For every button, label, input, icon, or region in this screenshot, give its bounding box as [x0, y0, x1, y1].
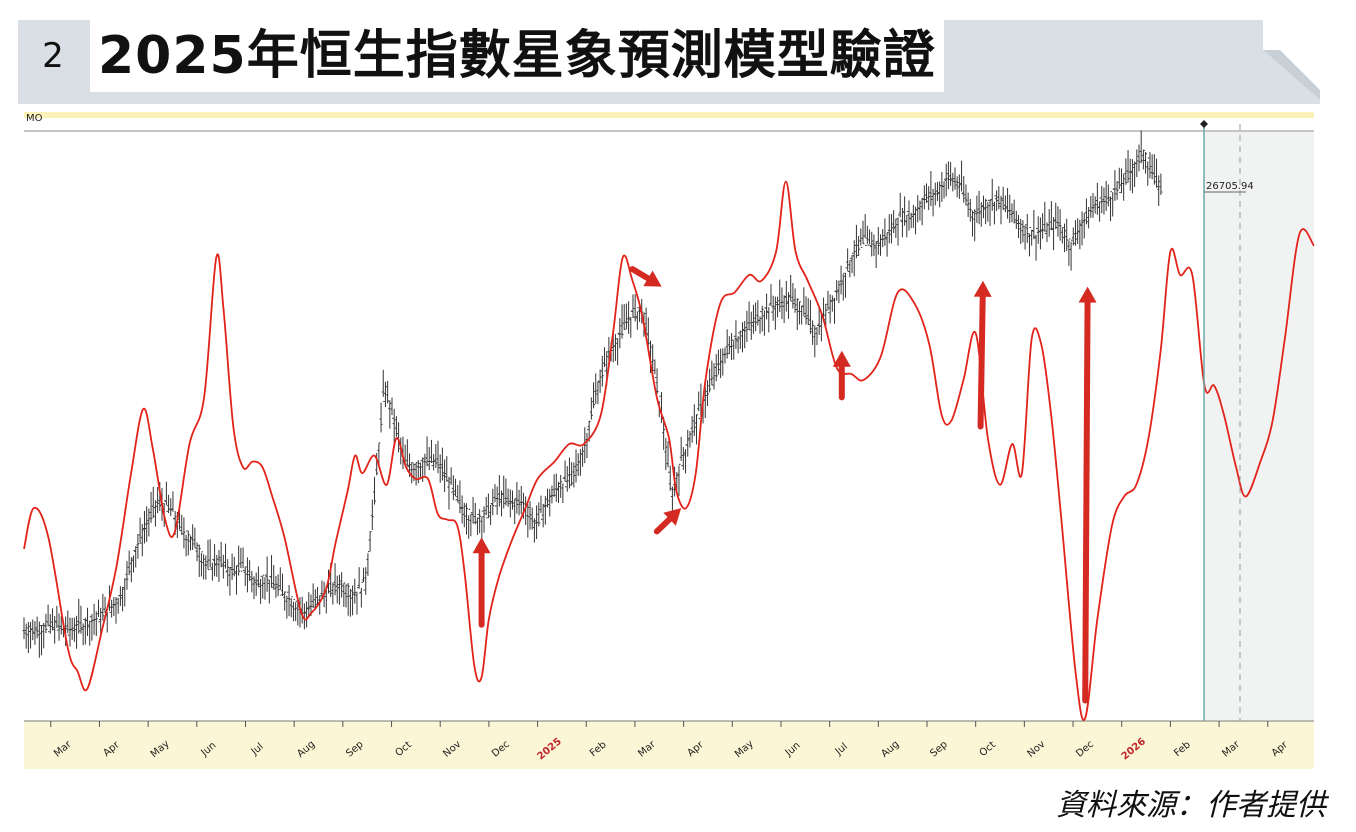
x-axis-band	[24, 721, 1314, 769]
figure-title: 2025年恒生指數星象預測模型驗證	[90, 20, 944, 92]
current-marker: 26705.94	[1200, 120, 1254, 721]
model-series	[23, 180, 1315, 721]
source-note: 資料來源：作者提供	[1056, 788, 1326, 823]
grid-ticks	[50, 721, 1269, 727]
arrow-shaft	[629, 266, 651, 282]
arrow-head	[1078, 286, 1097, 303]
panel-tag: MO	[26, 113, 43, 124]
top-strip	[24, 112, 1314, 118]
arrow-head	[663, 508, 682, 526]
forecast-region	[1204, 132, 1314, 720]
title-band-corner	[1263, 50, 1320, 100]
plot-frame: MO	[24, 112, 1314, 769]
model-line	[23, 180, 1315, 721]
arrow-head	[643, 270, 662, 287]
annotation-arrows	[472, 266, 1097, 704]
arrow-head	[832, 350, 851, 367]
arrow-head	[973, 280, 992, 297]
arrow-head	[472, 537, 491, 554]
figure-number: 2	[42, 36, 64, 76]
arrow-shaft	[977, 293, 986, 430]
current-marker-diamond	[1200, 120, 1208, 128]
arrow-shaft	[1082, 299, 1091, 704]
price-series	[22, 130, 1163, 658]
price-readout: 26705.94	[1206, 181, 1254, 192]
arrow-shaft	[653, 516, 673, 535]
